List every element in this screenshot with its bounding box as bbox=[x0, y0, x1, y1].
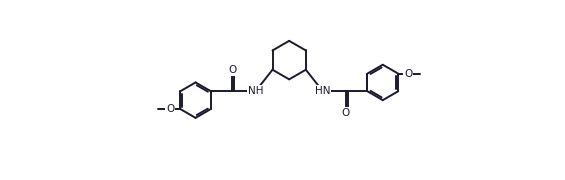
Text: HN: HN bbox=[315, 86, 331, 96]
Text: NH: NH bbox=[248, 86, 263, 96]
Text: O: O bbox=[166, 104, 175, 114]
Text: O: O bbox=[342, 108, 350, 118]
Text: O: O bbox=[228, 65, 237, 75]
Text: O: O bbox=[404, 69, 412, 79]
